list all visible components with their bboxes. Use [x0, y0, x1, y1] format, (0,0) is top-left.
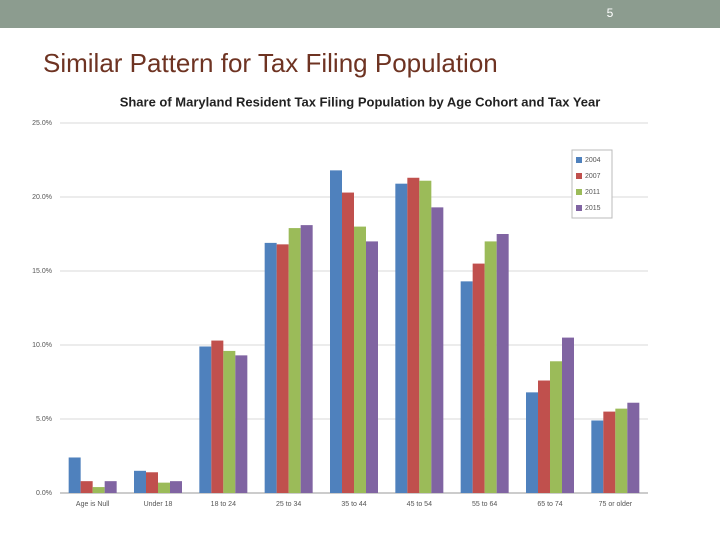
- x-tick-label: 75 or older: [599, 501, 633, 508]
- bar: [538, 380, 550, 493]
- bar: [354, 226, 366, 493]
- bar: [80, 481, 93, 493]
- bar: [158, 482, 170, 493]
- y-tick-label: 5.0%: [36, 416, 52, 423]
- legend-swatch: [576, 205, 582, 211]
- x-tick-label: 55 to 64: [472, 501, 497, 508]
- legend-label: 2011: [585, 189, 600, 196]
- bar: [591, 420, 604, 493]
- bar: [223, 350, 236, 493]
- legend-label: 2015: [585, 205, 601, 212]
- chart-title: Share of Maryland Resident Tax Filing Po…: [120, 94, 601, 109]
- bar: [330, 170, 342, 494]
- y-tick-label: 25.0%: [32, 120, 52, 127]
- y-tick-label: 10.0%: [32, 342, 52, 349]
- bar: [472, 263, 485, 493]
- y-tick-label: 0.0%: [36, 490, 52, 497]
- bar: [496, 234, 509, 493]
- bar: [550, 361, 562, 493]
- y-tick-label: 15.0%: [32, 268, 52, 275]
- bar: [264, 242, 277, 493]
- bar: [562, 337, 574, 493]
- slide-heading: Similar Pattern for Tax Filing Populatio…: [43, 48, 498, 78]
- x-tick-label: 25 to 34: [276, 501, 301, 508]
- legend-label: 2004: [585, 157, 601, 164]
- legend-swatch: [576, 189, 582, 195]
- y-tick-label: 20.0%: [32, 194, 52, 201]
- legend-swatch: [576, 173, 582, 179]
- bar: [288, 228, 301, 493]
- bar: [211, 340, 224, 493]
- bar: [300, 225, 313, 493]
- bar: [407, 177, 420, 493]
- bar: [92, 487, 105, 493]
- bar: [170, 481, 182, 493]
- bar: [395, 183, 408, 493]
- bar: [199, 346, 212, 493]
- x-tick-label: Age is Null: [76, 501, 110, 508]
- bar: [627, 402, 640, 493]
- bar: [419, 180, 432, 493]
- bar: [484, 241, 497, 493]
- bar: [134, 470, 146, 493]
- bar: [460, 281, 473, 493]
- bar: [68, 457, 81, 493]
- x-tick-label: 45 to 54: [407, 501, 432, 508]
- legend-swatch: [576, 157, 582, 163]
- x-tick-label: 18 to 24: [211, 501, 236, 508]
- bar: [366, 241, 378, 493]
- bar: [276, 244, 289, 493]
- bar: [146, 472, 158, 493]
- bar: [615, 408, 628, 493]
- top-bar: [0, 0, 720, 28]
- bar: [104, 481, 117, 493]
- bar: [342, 192, 354, 493]
- x-tick-label: 35 to 44: [341, 501, 366, 508]
- bar: [603, 411, 616, 493]
- page-number: 5: [607, 6, 614, 20]
- bar: [431, 207, 444, 494]
- x-tick-label: Under 18: [144, 501, 173, 508]
- x-tick-label: 65 to 74: [537, 501, 562, 508]
- bar: [526, 392, 538, 493]
- bar: [235, 355, 248, 493]
- legend-label: 2007: [585, 173, 601, 180]
